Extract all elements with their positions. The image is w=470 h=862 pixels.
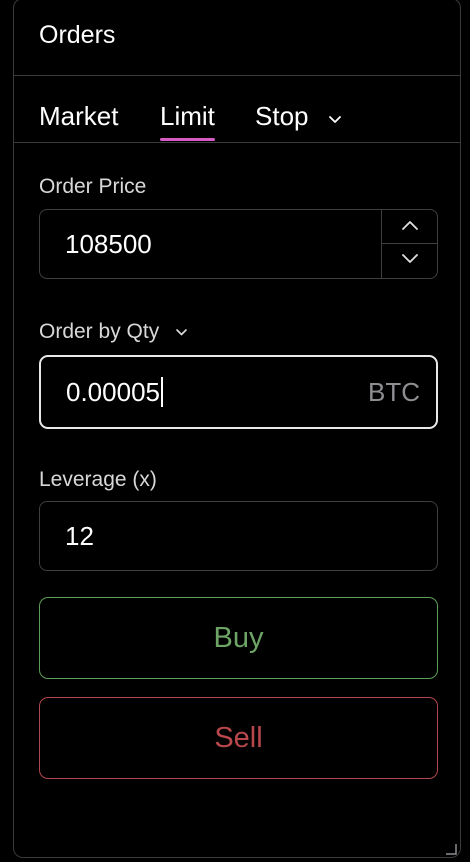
chevron-down-icon	[175, 317, 188, 343]
order-price-input[interactable]: 108500	[39, 209, 438, 279]
panel-header: Orders	[14, 0, 460, 76]
sell-button[interactable]: Sell	[39, 697, 438, 779]
panel-title: Orders	[39, 21, 116, 49]
decrement-button[interactable]	[382, 244, 437, 278]
leverage-label: Leverage (x)	[39, 468, 157, 491]
buy-button[interactable]: Buy	[39, 597, 438, 679]
sell-button-label: Sell	[214, 721, 263, 754]
order-qty-value: 0.00005	[66, 357, 163, 427]
order-price-stepper	[381, 210, 437, 278]
tab-limit[interactable]: Limit	[160, 100, 215, 141]
chevron-up-icon	[400, 218, 420, 236]
leverage-value: 12	[65, 520, 94, 551]
tab-market[interactable]: Market	[39, 100, 118, 132]
chevron-down-icon	[400, 252, 420, 270]
order-qty-input[interactable]: 0.00005 BTC	[39, 355, 438, 429]
text-caret	[160, 377, 163, 407]
resize-handle-icon[interactable]	[445, 842, 457, 855]
active-tab-indicator	[160, 138, 215, 141]
tab-limit-label: Limit	[160, 101, 215, 131]
leverage-input[interactable]: 12	[39, 501, 438, 571]
orders-panel: Orders Market Limit Stop Order Price 108…	[13, 0, 461, 858]
order-type-tabs: Market Limit Stop	[14, 76, 460, 143]
order-qty-label: Order by Qty	[39, 320, 160, 343]
tab-market-label: Market	[39, 101, 119, 131]
order-price-label: Order Price	[39, 175, 147, 198]
order-qty-unit: BTC	[368, 376, 420, 407]
chevron-down-icon	[328, 99, 342, 131]
order-qty-dropdown[interactable]: Order by Qty	[39, 319, 188, 345]
buy-button-label: Buy	[213, 621, 264, 654]
tab-stop[interactable]: Stop	[255, 100, 342, 132]
increment-button[interactable]	[382, 210, 437, 244]
tab-stop-label: Stop	[255, 101, 309, 131]
order-price-value: 108500	[65, 228, 152, 259]
order-qty-text: 0.00005	[66, 376, 160, 407]
